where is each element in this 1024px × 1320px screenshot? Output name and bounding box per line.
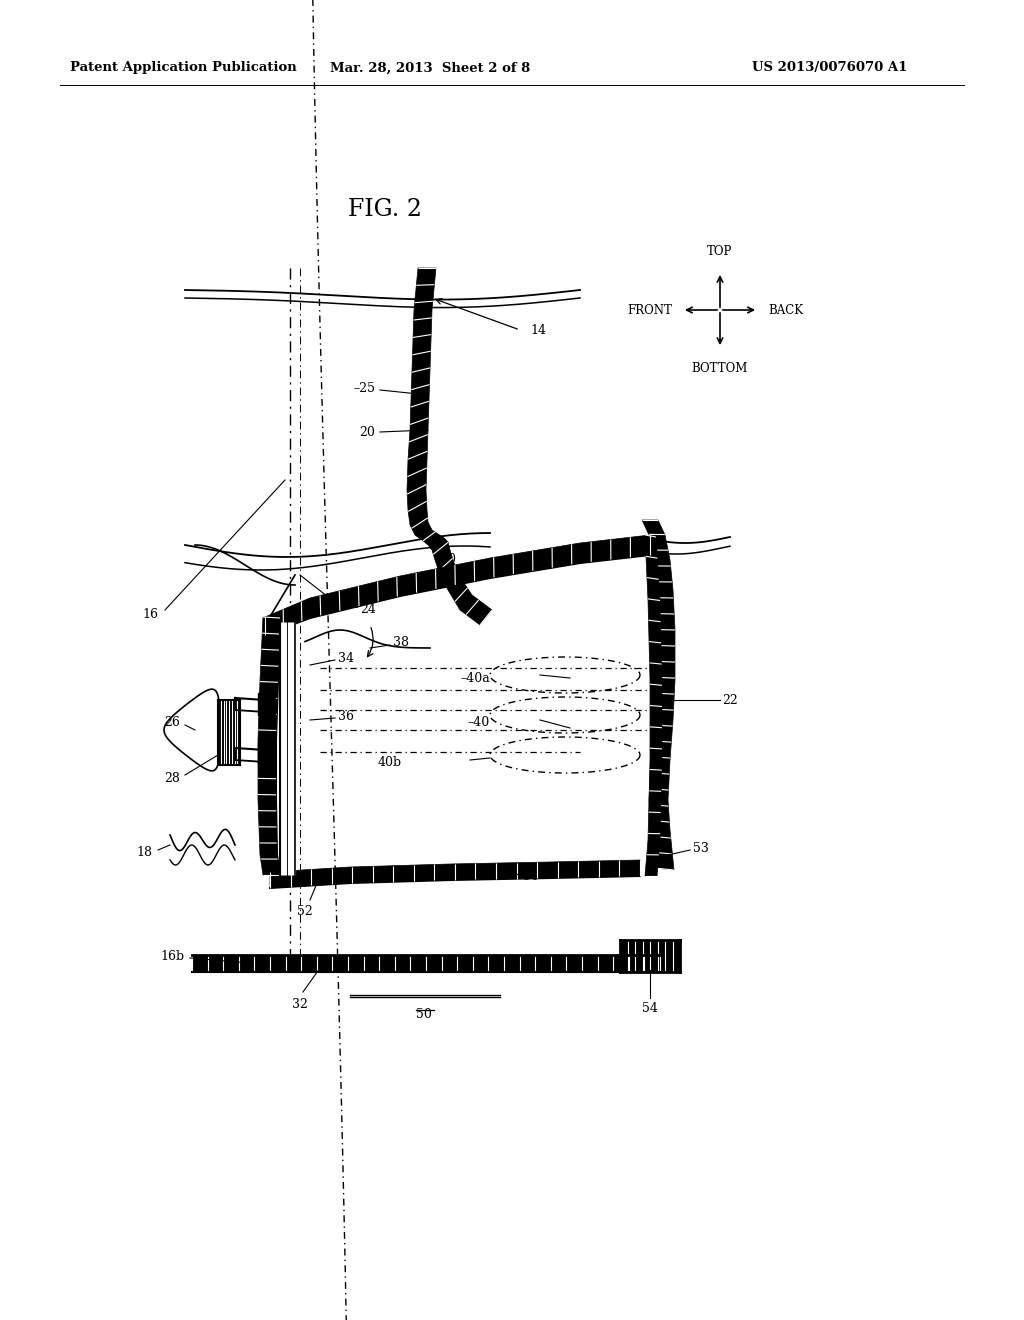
Polygon shape xyxy=(620,940,680,972)
Text: 52: 52 xyxy=(297,906,313,917)
Polygon shape xyxy=(218,700,240,766)
Polygon shape xyxy=(193,954,660,972)
Text: 36: 36 xyxy=(338,710,354,722)
Polygon shape xyxy=(258,742,275,764)
Text: FRONT: FRONT xyxy=(627,304,672,317)
Text: BOTTOM: BOTTOM xyxy=(692,362,749,375)
Text: 16a: 16a xyxy=(335,598,358,610)
Polygon shape xyxy=(265,535,650,635)
Text: 40b: 40b xyxy=(378,755,402,768)
Polygon shape xyxy=(642,520,675,870)
Text: 14: 14 xyxy=(530,323,546,337)
Polygon shape xyxy=(407,268,492,624)
Text: 38: 38 xyxy=(393,636,409,649)
Text: 54: 54 xyxy=(642,1002,658,1015)
Text: 34: 34 xyxy=(338,652,354,664)
Text: 53: 53 xyxy=(693,842,709,854)
Text: 30: 30 xyxy=(440,553,456,566)
Text: –40: –40 xyxy=(468,715,490,729)
Text: TOP: TOP xyxy=(708,246,733,257)
Polygon shape xyxy=(280,622,295,875)
Text: –25: –25 xyxy=(353,381,375,395)
Text: BACK: BACK xyxy=(768,304,803,317)
Text: US 2013/0076070 A1: US 2013/0076070 A1 xyxy=(753,62,907,74)
Text: 24: 24 xyxy=(360,603,376,616)
Text: 26: 26 xyxy=(164,715,180,729)
Polygon shape xyxy=(645,535,662,876)
Text: 18: 18 xyxy=(136,846,152,859)
Polygon shape xyxy=(270,861,640,888)
Text: 22: 22 xyxy=(722,693,737,706)
Text: 32: 32 xyxy=(292,998,308,1011)
Text: 50: 50 xyxy=(416,1008,432,1020)
Text: Patent Application Publication: Patent Application Publication xyxy=(70,62,297,74)
Text: FIG. 2: FIG. 2 xyxy=(348,198,422,222)
Text: Mar. 28, 2013  Sheet 2 of 8: Mar. 28, 2013 Sheet 2 of 8 xyxy=(330,62,530,74)
Polygon shape xyxy=(258,693,275,715)
Polygon shape xyxy=(258,616,280,875)
Text: 56: 56 xyxy=(523,870,539,883)
Text: 28: 28 xyxy=(164,771,180,784)
Text: 16b: 16b xyxy=(161,949,185,962)
Text: 16: 16 xyxy=(142,609,158,622)
Text: –40a: –40a xyxy=(460,672,490,685)
Text: 20: 20 xyxy=(359,425,375,438)
